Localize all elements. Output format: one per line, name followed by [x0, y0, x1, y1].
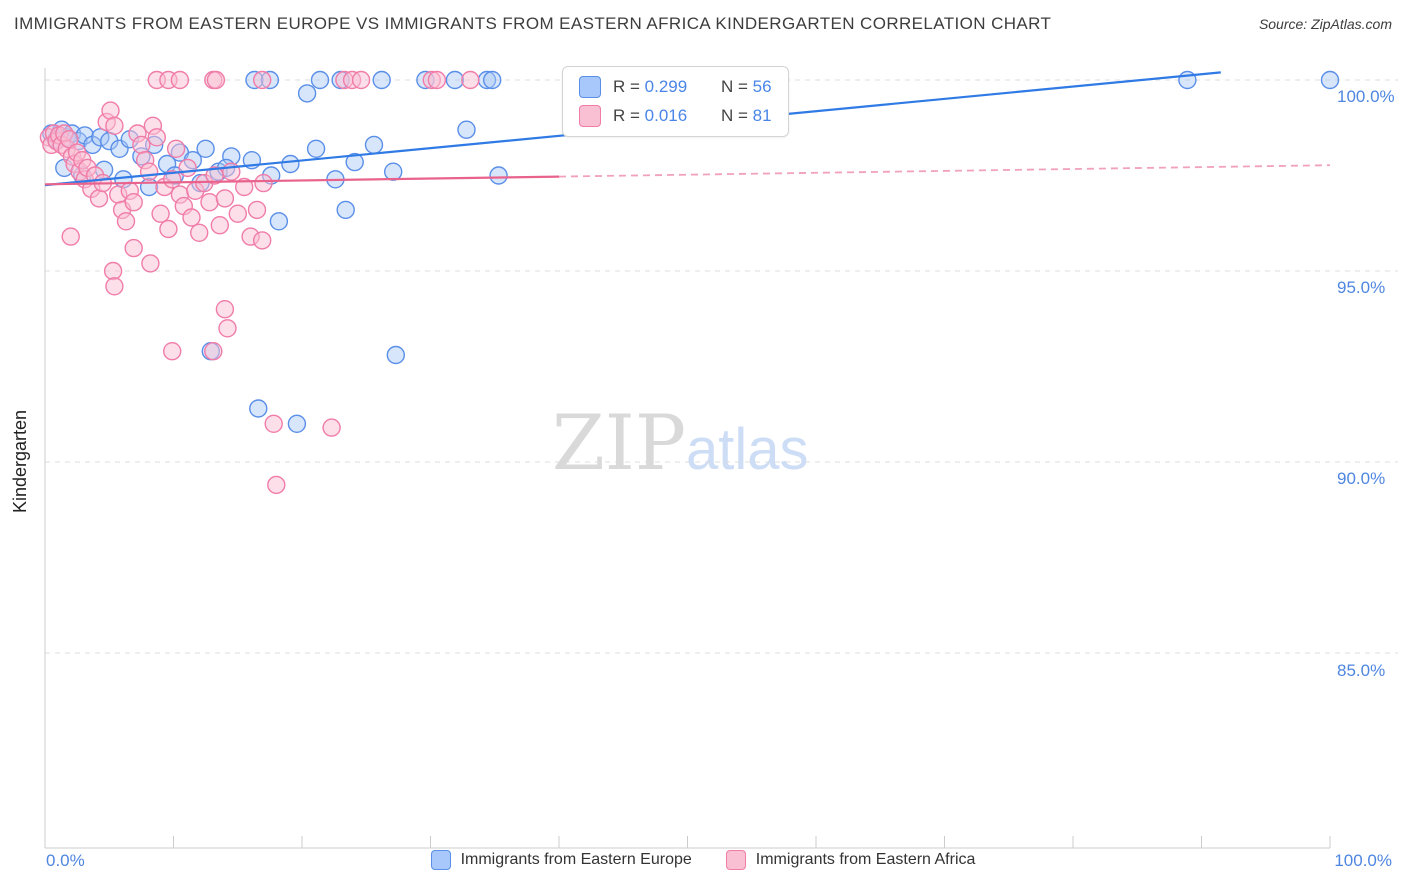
- europe-legend-label: Immigrants from Eastern Europe: [460, 851, 692, 868]
- europe-data-point[interactable]: [91, 128, 110, 147]
- europe-data-point[interactable]: [306, 139, 326, 159]
- y-tick-label-85: 85.0%: [1337, 661, 1386, 680]
- africa-data-point[interactable]: [200, 192, 219, 212]
- europe-data-point[interactable]: [483, 70, 502, 90]
- europe-r-metric: R = 0.299: [613, 77, 721, 97]
- europe-data-point[interactable]: [345, 152, 364, 172]
- africa-data-point[interactable]: [124, 238, 143, 258]
- europe-data-point[interactable]: [269, 212, 289, 231]
- africa-n-metric: N = 81: [721, 106, 772, 126]
- europe-data-point[interactable]: [445, 70, 465, 90]
- europe-data-point[interactable]: [364, 135, 384, 155]
- africa-series-swatch-icon: [579, 105, 601, 127]
- africa-data-point[interactable]: [215, 189, 235, 208]
- africa-r-metric: R = 0.016: [613, 106, 721, 126]
- africa-data-point[interactable]: [351, 70, 371, 90]
- africa-data-point[interactable]: [254, 173, 273, 193]
- africa-data-point[interactable]: [204, 342, 223, 361]
- series-legend: Immigrants from Eastern Europe Immigrant…: [0, 850, 1406, 870]
- africa-trend-line-extension: [558, 164, 1331, 178]
- africa-data-point[interactable]: [461, 70, 480, 90]
- x-axis-max-label: 100.0%: [1334, 851, 1392, 870]
- africa-n-label: N =: [721, 106, 753, 125]
- africa-data-point[interactable]: [189, 223, 209, 243]
- page-title: IMMIGRANTS FROM EASTERN EUROPE VS IMMIGR…: [14, 14, 1052, 33]
- europe-data-point[interactable]: [249, 399, 268, 418]
- europe-data-point[interactable]: [384, 162, 403, 181]
- europe-data-point[interactable]: [372, 70, 391, 90]
- africa-data-point[interactable]: [264, 414, 283, 433]
- africa-data-point[interactable]: [215, 300, 235, 319]
- europe-legend-swatch-icon: [430, 850, 451, 870]
- africa-data-point[interactable]: [101, 101, 120, 120]
- africa-data-point[interactable]: [178, 158, 197, 178]
- africa-data-point[interactable]: [267, 475, 286, 495]
- europe-data-point[interactable]: [1320, 70, 1340, 90]
- stats-row-africa: R = 0.016 N = 81: [579, 105, 772, 127]
- africa-r-label: R =: [613, 106, 645, 125]
- africa-data-point[interactable]: [170, 70, 190, 90]
- africa-data-point[interactable]: [151, 204, 170, 223]
- africa-data-point[interactable]: [182, 208, 201, 227]
- europe-data-point[interactable]: [336, 200, 355, 220]
- africa-data-point[interactable]: [124, 192, 143, 212]
- europe-r-value: 0.299: [644, 77, 688, 96]
- africa-data-point[interactable]: [206, 70, 226, 90]
- europe-data-point[interactable]: [196, 139, 215, 159]
- africa-data-point[interactable]: [61, 227, 80, 246]
- x-axis-min-label: 0.0%: [46, 851, 85, 870]
- europe-data-point[interactable]: [139, 177, 159, 197]
- legend-item-europe[interactable]: Immigrants from Eastern Europe: [430, 850, 692, 870]
- africa-data-point[interactable]: [427, 70, 447, 90]
- correlation-stats-box: R = 0.299 N = 56 R = 0.016 N = 81: [562, 66, 789, 137]
- africa-data-point[interactable]: [116, 212, 136, 231]
- africa-data-point[interactable]: [322, 418, 341, 437]
- europe-series-swatch-icon: [579, 76, 601, 98]
- africa-trend-line: [44, 175, 560, 186]
- africa-data-point[interactable]: [105, 277, 124, 296]
- africa-data-point[interactable]: [132, 135, 151, 155]
- europe-data-point[interactable]: [457, 120, 476, 139]
- europe-n-metric: N = 56: [721, 77, 772, 97]
- africa-data-point[interactable]: [105, 116, 124, 136]
- europe-data-point[interactable]: [281, 154, 300, 174]
- africa-data-point[interactable]: [247, 200, 267, 220]
- source-attribution: Source: ZipAtlas.com: [1258, 16, 1392, 32]
- stats-row-europe: R = 0.299 N = 56: [579, 76, 772, 98]
- africa-data-point[interactable]: [228, 204, 248, 223]
- europe-data-point[interactable]: [297, 84, 317, 103]
- y-tick-label-95: 95.0%: [1337, 278, 1386, 297]
- africa-n-value: 81: [752, 106, 772, 125]
- europe-data-point[interactable]: [287, 414, 307, 433]
- y-axis-title: Kindergarten: [10, 409, 30, 513]
- africa-data-point[interactable]: [253, 231, 272, 250]
- africa-legend-label: Immigrants from Eastern Africa: [755, 851, 976, 868]
- africa-data-point[interactable]: [166, 139, 186, 159]
- africa-data-point[interactable]: [89, 189, 109, 208]
- africa-data-point[interactable]: [139, 162, 159, 181]
- y-tick-label-90: 90.0%: [1337, 469, 1386, 488]
- europe-data-point[interactable]: [310, 70, 330, 90]
- africa-data-point[interactable]: [253, 70, 272, 90]
- africa-legend-swatch-icon: [725, 850, 746, 870]
- africa-data-point[interactable]: [210, 215, 230, 235]
- europe-n-value: 56: [752, 77, 772, 96]
- europe-data-point[interactable]: [489, 166, 508, 185]
- africa-data-point[interactable]: [234, 177, 254, 197]
- europe-r-label: R =: [613, 77, 645, 96]
- europe-n-label: N =: [721, 77, 753, 96]
- y-tick-label-100: 100.0%: [1337, 87, 1395, 106]
- africa-data-point[interactable]: [162, 342, 182, 361]
- africa-data-point[interactable]: [141, 254, 160, 273]
- africa-data-point[interactable]: [159, 219, 178, 239]
- europe-data-point[interactable]: [386, 345, 405, 365]
- africa-data-point[interactable]: [103, 261, 123, 281]
- africa-data-point[interactable]: [218, 319, 237, 338]
- legend-item-africa[interactable]: Immigrants from Eastern Africa: [725, 850, 976, 870]
- africa-data-point[interactable]: [147, 128, 167, 147]
- africa-r-value: 0.016: [644, 106, 688, 125]
